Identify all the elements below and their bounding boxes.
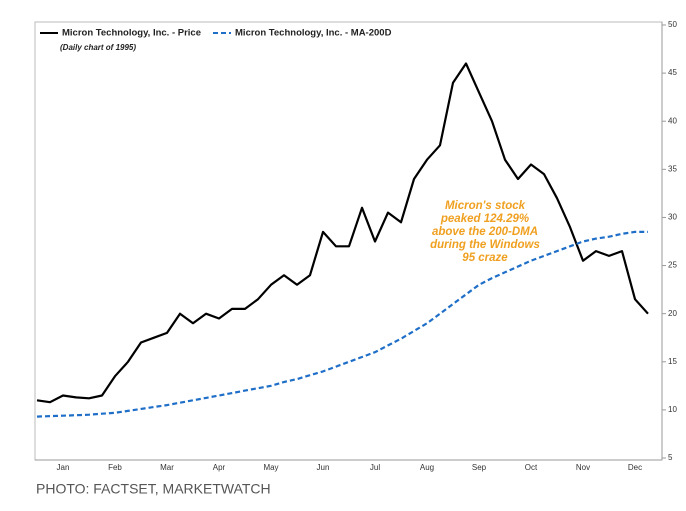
y-tick-label: 35 xyxy=(668,164,677,173)
x-tick-label: Apr xyxy=(213,463,226,472)
x-tick-label: Jul xyxy=(370,463,380,472)
annotation: Micron's stock xyxy=(445,200,526,212)
annotation: peaked 124.29% xyxy=(440,213,529,225)
x-tick-label: Aug xyxy=(420,463,434,472)
y-tick-label: 5 xyxy=(668,453,673,462)
x-tick-label: Oct xyxy=(525,463,538,472)
annotation: during the Windows xyxy=(430,239,540,251)
y-tick-label: 15 xyxy=(668,357,677,366)
x-tick-label: Jan xyxy=(57,463,70,472)
legend-label: Micron Technology, Inc. - Price xyxy=(62,28,201,39)
x-tick-label: May xyxy=(263,463,278,472)
plot-frame xyxy=(34,21,663,461)
x-tick-label: Mar xyxy=(160,463,174,472)
y-tick-label: 30 xyxy=(668,213,677,222)
source: PHOTO: FACTSET, MARKETWATCH xyxy=(36,481,271,497)
y-tick-label: 40 xyxy=(668,116,677,125)
x-tick-label: Dec xyxy=(628,463,642,472)
y-tick-label: 20 xyxy=(668,309,677,318)
annotation: 95 craze xyxy=(462,252,508,264)
y-tick-label: 45 xyxy=(668,68,677,77)
x-tick-label: Sep xyxy=(472,463,487,472)
y-tick-label: 25 xyxy=(668,261,677,270)
x-tick-label: Feb xyxy=(108,463,122,472)
x-tick-label: Jun xyxy=(317,463,330,472)
series-line xyxy=(36,62,649,404)
y-tick-label: 50 xyxy=(668,20,677,29)
legend-label: Micron Technology, Inc. - MA-200D xyxy=(235,28,392,39)
chart-subtitle: (Daily chart of 1995) xyxy=(60,43,136,52)
annotation: above the 200-DMA xyxy=(432,226,538,238)
x-tick-label: Nov xyxy=(576,463,590,472)
y-tick-label: 10 xyxy=(668,405,677,414)
